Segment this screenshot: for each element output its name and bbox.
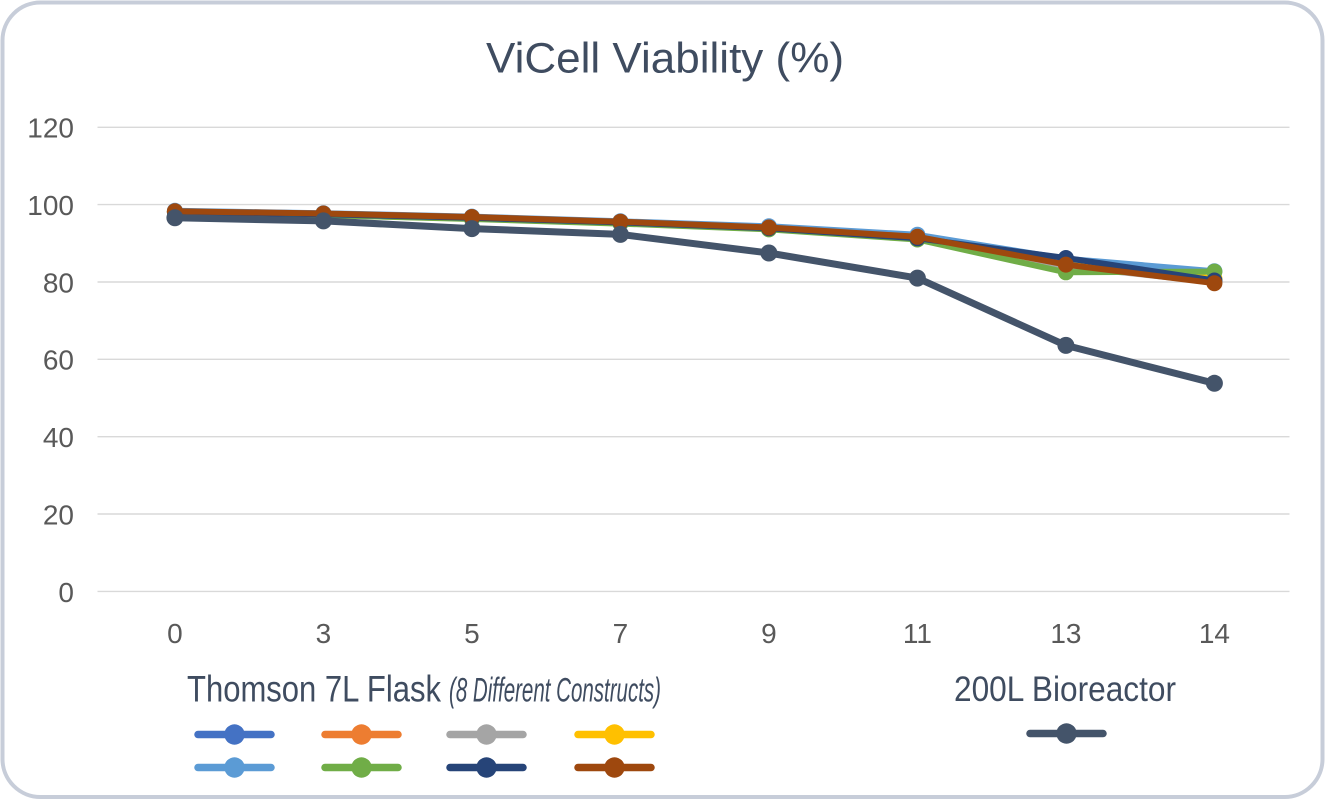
svg-text:80: 80 — [43, 267, 74, 298]
svg-text:100: 100 — [27, 190, 74, 221]
svg-text:(8 Different Constructs): (8 Different Constructs) — [449, 672, 661, 710]
svg-text:0: 0 — [167, 618, 183, 649]
svg-text:11: 11 — [903, 618, 932, 649]
svg-text:Thomson 7L Flask: Thomson 7L Flask — [187, 669, 441, 710]
svg-text:0: 0 — [58, 577, 74, 608]
svg-text:14: 14 — [1199, 618, 1230, 649]
svg-text:40: 40 — [43, 422, 74, 453]
svg-text:7: 7 — [613, 618, 629, 649]
svg-text:60: 60 — [43, 345, 74, 376]
svg-text:20: 20 — [43, 499, 74, 530]
svg-text:13: 13 — [1050, 618, 1081, 649]
svg-text:200L Bioreactor: 200L Bioreactor — [954, 670, 1176, 709]
svg-text:5: 5 — [464, 618, 480, 649]
svg-text:9: 9 — [761, 618, 777, 649]
svg-text:120: 120 — [27, 113, 74, 144]
svg-text:3: 3 — [316, 618, 332, 649]
svg-text:ViCell Viability (%): ViCell Viability (%) — [486, 36, 844, 83]
